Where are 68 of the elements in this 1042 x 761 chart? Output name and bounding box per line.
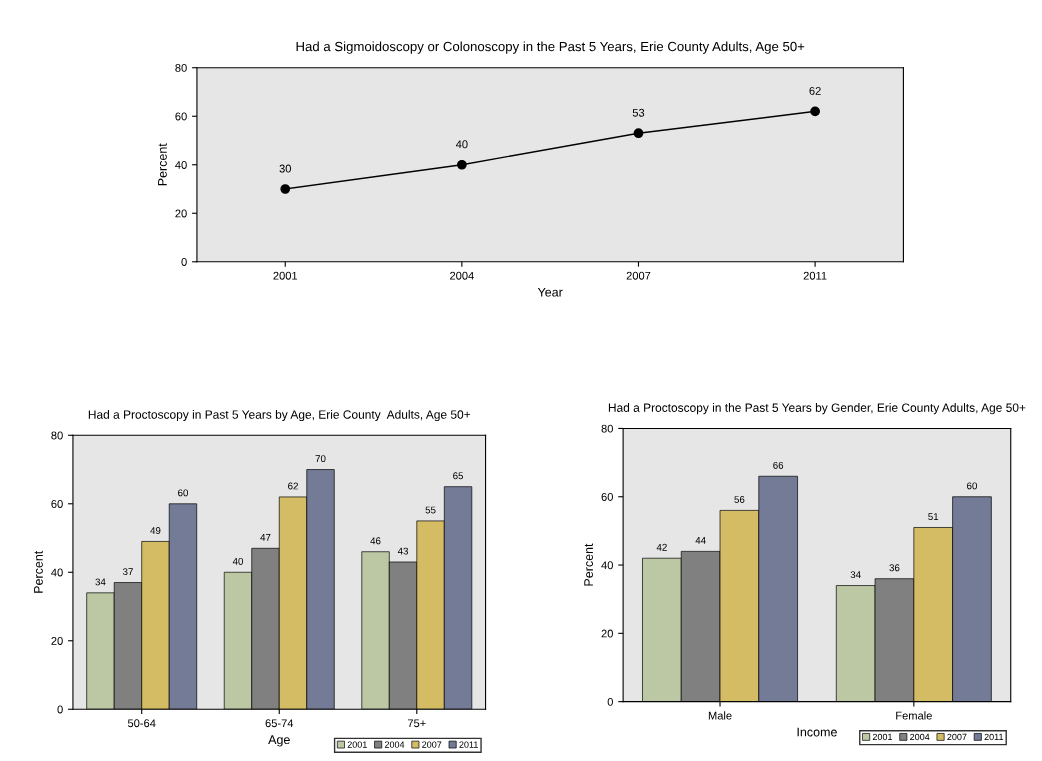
y-axis-title: Percent — [34, 550, 43, 593]
point — [810, 106, 820, 117]
legend-label: 2004 — [384, 741, 405, 748]
data-label: 34 — [850, 571, 861, 579]
y-tick-label: 60 — [601, 493, 613, 501]
x-tick-label: 2011 — [803, 271, 827, 280]
data-label: 53 — [632, 108, 645, 117]
legend-label: 2007 — [947, 733, 967, 741]
data-label: 55 — [425, 506, 436, 514]
chart-title: Had a Sigmoidoscopy or Colonoscopy in the Past 5 Years, Erie County Adults, Age 50+ — [296, 41, 805, 54]
data-label: 30 — [279, 164, 291, 173]
x-axis-title: Age — [268, 735, 290, 747]
data-label: 62 — [809, 86, 821, 95]
data-label: 40 — [232, 557, 244, 565]
data-label: 46 — [370, 537, 381, 545]
data-label: 66 — [773, 461, 784, 469]
x-tick-label: 2004 — [450, 271, 474, 280]
y-tick-label: 20 — [175, 209, 187, 218]
chart-title: Had a Proctoscopy in the Past 5 Years by Gender, Erie County Adults, Age 50+ — [608, 403, 1026, 415]
x-axis-title: Year — [537, 287, 563, 297]
x-tick-label: Male — [708, 711, 732, 720]
point — [633, 128, 644, 139]
y-tick-label: 40 — [51, 568, 63, 577]
y-tick-label: 0 — [181, 258, 187, 266]
y-tick-label: 40 — [601, 561, 613, 570]
data-label: 34 — [95, 578, 106, 586]
data-label: 60 — [967, 482, 977, 490]
y-axis-title: Percent — [584, 543, 594, 586]
x-tick-label: 2007 — [626, 271, 651, 280]
data-label: 40 — [455, 140, 468, 149]
y-tick-label: 40 — [175, 161, 187, 169]
legend-label: 2004 — [910, 733, 930, 741]
data-label: 42 — [656, 543, 667, 551]
legend-label: 2011 — [984, 733, 1004, 741]
x-tick-label: 50-64 — [127, 719, 156, 728]
data-label: 37 — [122, 568, 133, 576]
data-label: 62 — [288, 482, 298, 490]
chart-title: Had a Proctoscopy in Past 5 Years by Age, Erie County Adults, Age 50+ — [88, 409, 471, 422]
y-tick-label: 20 — [51, 637, 63, 645]
x-tick-label: 75+ — [407, 719, 426, 728]
y-tick-label: 60 — [51, 500, 63, 508]
y-tick-label: 80 — [51, 431, 63, 440]
legend-label: 2007 — [422, 741, 442, 748]
point — [280, 184, 291, 194]
y-axis-title: Percent — [158, 143, 167, 186]
legend-label: 2011 — [459, 741, 478, 748]
y-tick-label: 80 — [175, 64, 187, 72]
data-label: 65 — [453, 472, 464, 480]
data-label: 70 — [315, 455, 326, 463]
y-tick-label: 20 — [601, 629, 613, 638]
data-label: 47 — [260, 534, 271, 541]
legend-label: 2001 — [347, 741, 367, 748]
data-label: 36 — [889, 564, 900, 572]
point — [457, 159, 467, 170]
data-label: 56 — [734, 496, 745, 503]
x-tick-label: 65-74 — [265, 719, 294, 728]
x-axis-title: Income — [797, 727, 837, 737]
data-label: 43 — [397, 547, 409, 555]
data-label: 49 — [150, 527, 161, 534]
y-tick-label: 0 — [57, 705, 63, 714]
legend-label: 2001 — [872, 733, 893, 741]
y-tick-label: 0 — [607, 697, 613, 706]
data-label: 44 — [695, 537, 706, 544]
y-tick-label: 60 — [175, 112, 187, 121]
x-tick-label: Female — [896, 711, 932, 720]
data-label: 51 — [928, 513, 939, 520]
x-tick-label: 2001 — [273, 271, 298, 280]
y-tick-label: 80 — [601, 424, 613, 433]
